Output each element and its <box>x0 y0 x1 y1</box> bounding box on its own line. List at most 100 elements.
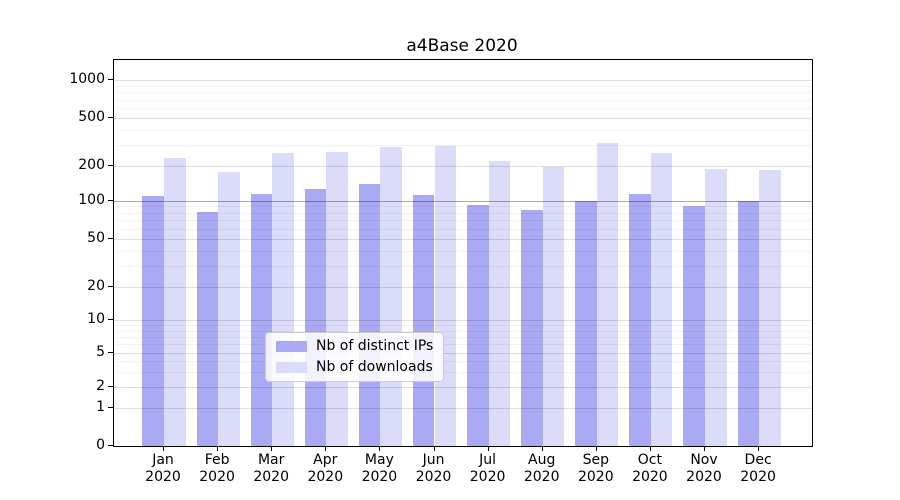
gridline-minor-7 <box>114 337 812 338</box>
bar-nb-of-distinct-ips-feb-2020 <box>196 211 219 446</box>
y-tick-mark-0 <box>108 445 113 446</box>
x-tick-label-apr-2020: Apr 2020 <box>307 452 344 485</box>
x-tick-mark-mar-2020 <box>271 446 273 451</box>
bar-nb-of-distinct-ips-may-2020 <box>358 183 381 446</box>
gridline-minor-4 <box>114 361 812 363</box>
y-tick-mark-100 <box>108 199 113 201</box>
x-tick-label-nov-2020: Nov 2020 <box>686 452 722 485</box>
bar-nb-of-distinct-ips-aug-2020 <box>521 209 543 446</box>
gridline-major-1 <box>114 408 812 409</box>
bar-nb-of-downloads-nov-2020 <box>705 168 727 446</box>
legend-swatch-distinct-ips <box>276 340 307 352</box>
gridline-major-50 <box>114 239 812 240</box>
gridline-minor-600 <box>114 108 812 109</box>
legend-label-distinct-ips: Nb of distinct IPs <box>316 338 434 354</box>
y-tick-label-200: 200 <box>78 157 105 173</box>
bar-nb-of-downloads-jun-2020 <box>434 145 457 446</box>
gridline-minor-30 <box>114 265 812 267</box>
bar-nb-of-downloads-jul-2020 <box>488 160 511 446</box>
y-tick-label-0: 0 <box>96 437 105 453</box>
x-tick-label-feb-2020: Feb 2020 <box>199 452 235 485</box>
bar-nb-of-downloads-apr-2020 <box>326 151 348 446</box>
x-tick-label-may-2020: May 2020 <box>361 452 398 485</box>
bar-nb-of-downloads-aug-2020 <box>542 167 565 446</box>
y-tick-mark-5 <box>108 352 113 353</box>
bar-nb-of-distinct-ips-jul-2020 <box>467 204 489 446</box>
bar-nb-of-downloads-sep-2020 <box>596 142 619 446</box>
gridline-major-10 <box>114 320 812 321</box>
x-tick-label-jul-2020: Jul 2020 <box>469 452 506 485</box>
gridline-minor-3 <box>114 372 812 373</box>
y-tick-label-500: 500 <box>78 109 105 125</box>
x-tick-mark-aug-2020 <box>541 446 543 451</box>
x-tick-label-jun-2020: Jun 2020 <box>415 452 452 485</box>
y-tick-mark-10 <box>108 319 113 320</box>
x-tick-label-oct-2020: Oct 2020 <box>632 452 668 485</box>
y-tick-label-2: 2 <box>96 378 105 394</box>
bar-nb-of-distinct-ips-jan-2020 <box>142 195 164 446</box>
y-tick-mark-500 <box>108 117 113 118</box>
legend-label-downloads: Nb of downloads <box>316 359 433 375</box>
legend-item-downloads: Nb of downloads <box>276 359 433 375</box>
gridline-minor-9 <box>114 325 812 326</box>
y-tick-mark-200 <box>108 165 113 166</box>
bar-nb-of-distinct-ips-jun-2020 <box>412 194 435 446</box>
legend-swatch-downloads <box>276 361 307 373</box>
plot-area <box>113 59 813 447</box>
y-tick-label-1000: 1000 <box>69 71 105 87</box>
bar-nb-of-downloads-oct-2020 <box>650 153 673 446</box>
gridline-minor-800 <box>114 92 812 94</box>
bar-nb-of-distinct-ips-oct-2020 <box>629 194 651 446</box>
bar-nb-of-downloads-feb-2020 <box>218 171 240 446</box>
chart-title: a4Base 2020 <box>406 36 518 56</box>
gridline-major-20 <box>114 287 812 288</box>
gridline-minor-70 <box>114 220 812 222</box>
x-tick-label-sep-2020: Sep 2020 <box>577 452 614 485</box>
gridline-minor-90 <box>114 206 812 208</box>
bar-nb-of-downloads-dec-2020 <box>759 169 781 446</box>
legend-item-distinct-ips: Nb of distinct IPs <box>276 338 433 354</box>
y-tick-mark-1000 <box>108 79 113 80</box>
bar-nb-of-distinct-ips-mar-2020 <box>250 194 273 446</box>
x-tick-label-jan-2020: Jan 2020 <box>145 452 181 485</box>
gridline-major-500 <box>114 118 812 119</box>
x-tick-mark-feb-2020 <box>217 446 219 451</box>
gridline-minor-900 <box>114 85 812 87</box>
bar-nb-of-distinct-ips-nov-2020 <box>683 206 705 446</box>
gridline-major-200 <box>114 166 812 167</box>
y-tick-mark-1 <box>108 407 113 408</box>
bar-nb-of-downloads-jan-2020 <box>164 157 186 446</box>
y-tick-label-5: 5 <box>96 344 105 360</box>
gridline-major-2 <box>114 387 812 388</box>
gridline-major-1000 <box>114 80 812 81</box>
bar-nb-of-distinct-ips-dec-2020 <box>737 200 760 446</box>
y-tick-mark-20 <box>108 286 113 287</box>
y-tick-label-1: 1 <box>96 399 105 415</box>
gridline-minor-300 <box>114 144 812 146</box>
y-tick-label-20: 20 <box>87 278 105 294</box>
y-tick-label-50: 50 <box>87 230 105 246</box>
x-tick-label-dec-2020: Dec 2020 <box>740 452 776 485</box>
x-tick-mark-apr-2020 <box>325 446 327 451</box>
gridline-major-100 <box>114 200 812 202</box>
gridline-minor-60 <box>114 228 812 230</box>
x-tick-mark-nov-2020 <box>704 446 705 451</box>
x-tick-label-aug-2020: Aug 2020 <box>523 452 560 485</box>
x-tick-mark-jun-2020 <box>433 446 435 451</box>
x-tick-mark-may-2020 <box>379 446 381 451</box>
x-tick-mark-jan-2020 <box>163 446 164 451</box>
gridline-minor-80 <box>114 212 812 214</box>
x-tick-mark-jul-2020 <box>487 446 489 451</box>
gridline-minor-40 <box>114 250 812 252</box>
gridline-major-5 <box>114 353 812 354</box>
y-tick-label-10: 10 <box>87 311 105 327</box>
x-tick-mark-dec-2020 <box>758 446 760 451</box>
gridline-minor-8 <box>114 330 812 332</box>
y-tick-mark-2 <box>108 386 113 387</box>
y-tick-mark-50 <box>108 238 113 239</box>
legend: Nb of distinct IPs Nb of downloads <box>265 332 445 382</box>
gridline-minor-400 <box>114 129 812 131</box>
bar-nb-of-downloads-mar-2020 <box>272 153 294 446</box>
gridline-minor-700 <box>114 99 812 101</box>
